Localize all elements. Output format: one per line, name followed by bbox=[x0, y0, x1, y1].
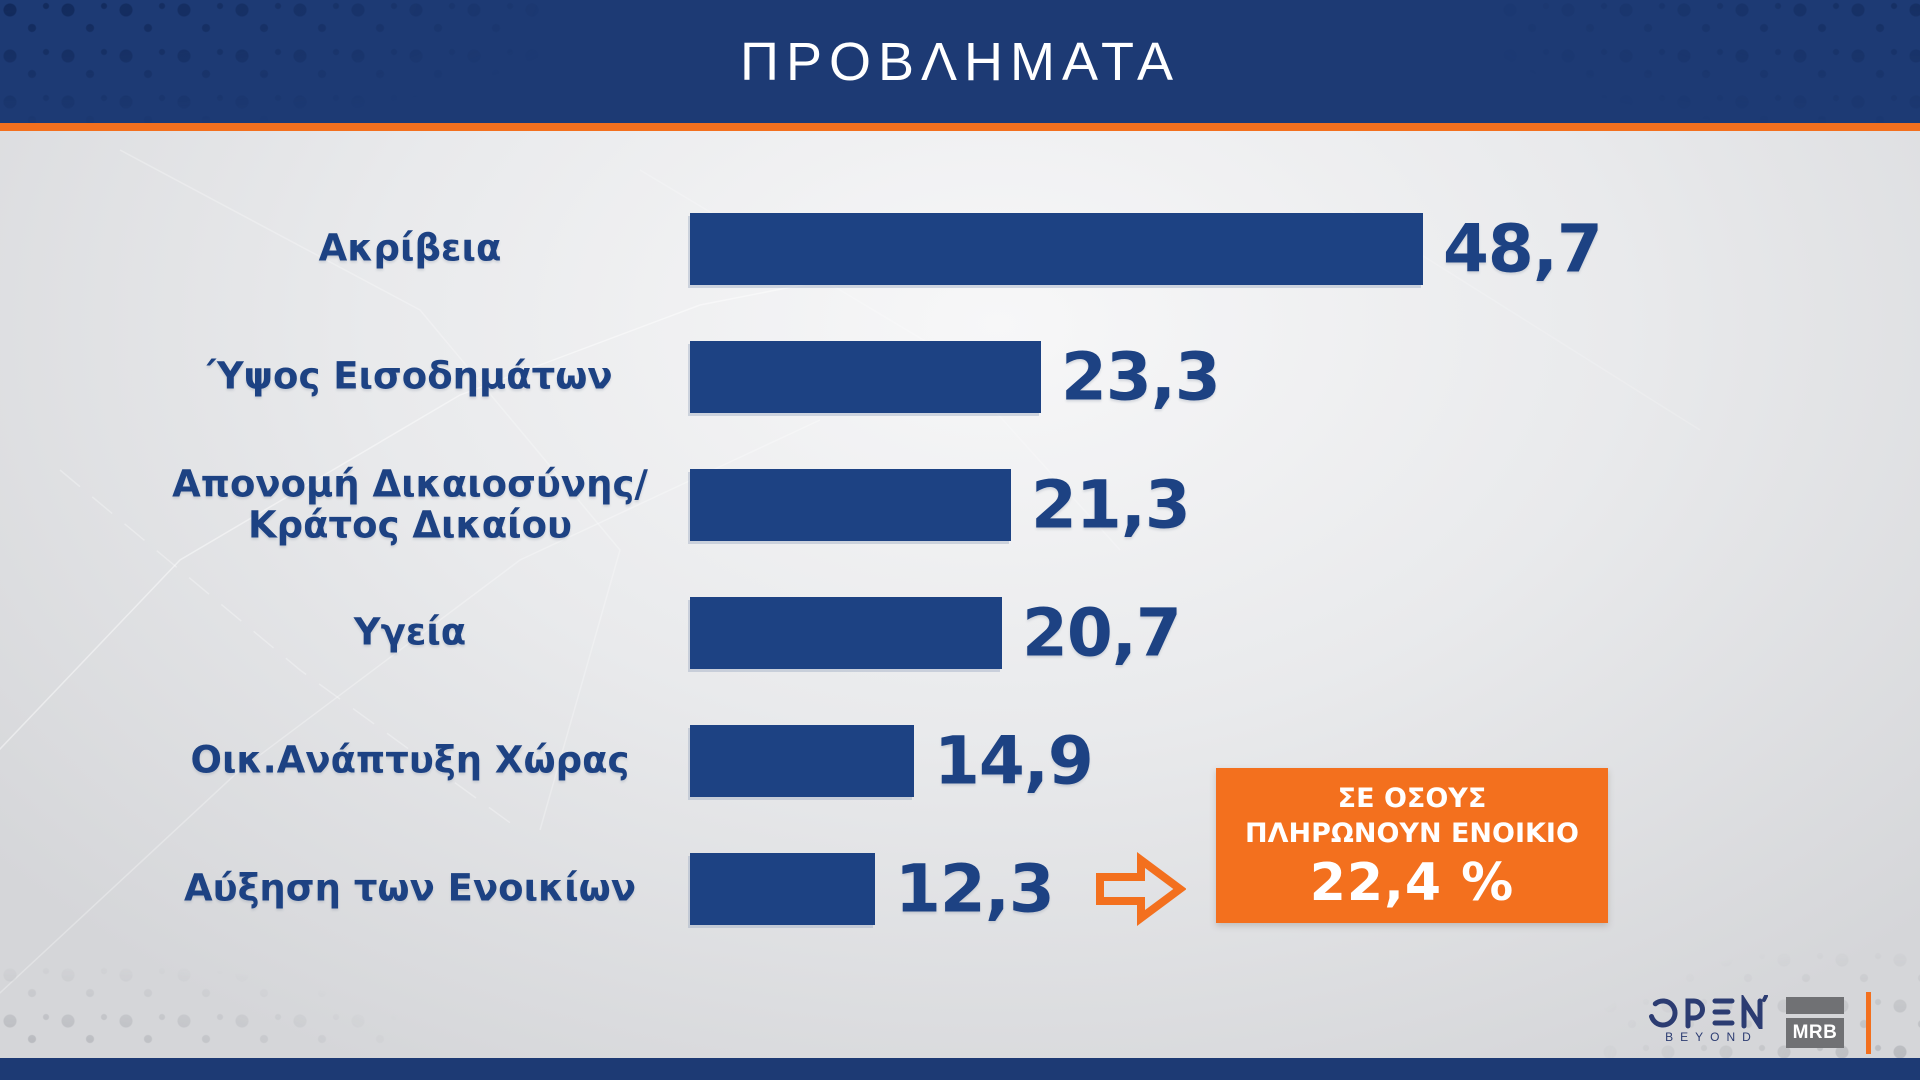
value-label: 20,7 bbox=[1022, 594, 1182, 672]
category-label: Ύψος Εισοδημάτων bbox=[207, 354, 613, 398]
chart-row: Αύξηση των Ενοικίων 12,3 bbox=[0, 850, 1920, 928]
page-title: ΠΡΟΒΛΗΜΑΤΑ bbox=[739, 31, 1181, 92]
chart-row: Υγεία 20,7 bbox=[0, 594, 1920, 672]
category-label: Απονομή Δικαιοσύνης/Κράτος Δικαίου bbox=[172, 462, 648, 546]
arrow-right-icon bbox=[1096, 852, 1186, 926]
category-label: Οικ.Ανάπτυξη Χώρας bbox=[190, 738, 630, 782]
callout-value: 22,4 % bbox=[1309, 853, 1515, 914]
category-label: Ακρίβεια bbox=[318, 226, 502, 270]
open-tagline: BEYOND bbox=[1665, 1030, 1758, 1044]
chart-row: Ακρίβεια 48,7 bbox=[0, 210, 1920, 288]
bar bbox=[690, 469, 1011, 541]
chart-row: Ύψος Εισοδημάτων 23,3 bbox=[0, 338, 1920, 416]
callout-line-2: ΠΛΗΡΩΝΟΥΝ ΕΝΟΙΚΙΟ bbox=[1245, 818, 1579, 850]
bar bbox=[690, 725, 914, 797]
callout-line-1: ΣΕ ΟΣΟΥΣ bbox=[1337, 783, 1487, 814]
category-label: Αύξηση των Ενοικίων bbox=[183, 866, 637, 910]
orange-divider bbox=[0, 123, 1920, 131]
value-label: 21,3 bbox=[1031, 466, 1191, 544]
value-label: 48,7 bbox=[1443, 210, 1603, 288]
bottom-left-dots bbox=[0, 965, 400, 1060]
mrb-logo: MRB bbox=[1786, 997, 1844, 1048]
orange-vertical-accent bbox=[1866, 992, 1871, 1054]
bar bbox=[690, 213, 1423, 285]
bar bbox=[690, 597, 1002, 669]
bar bbox=[690, 853, 875, 925]
mrb-logo-top-bar bbox=[1786, 997, 1844, 1014]
chart-row: Οικ.Ανάπτυξη Χώρας 14,9 bbox=[0, 722, 1920, 800]
open-logo bbox=[1648, 995, 1768, 1029]
value-label: 14,9 bbox=[934, 722, 1094, 800]
bottom-band bbox=[0, 1058, 1920, 1080]
category-label: Υγεία bbox=[353, 610, 467, 654]
value-label: 12,3 bbox=[895, 850, 1055, 928]
chart-row: Απονομή Δικαιοσύνης/Κράτος Δικαίου 21,3 bbox=[0, 464, 1920, 545]
value-label: 23,3 bbox=[1061, 338, 1221, 416]
bar bbox=[690, 341, 1041, 413]
mrb-logo-text: MRB bbox=[1786, 1018, 1844, 1048]
callout-box: ΣΕ ΟΣΟΥΣ ΠΛΗΡΩΝΟΥΝ ΕΝΟΙΚΙΟ 22,4 % bbox=[1216, 768, 1608, 923]
